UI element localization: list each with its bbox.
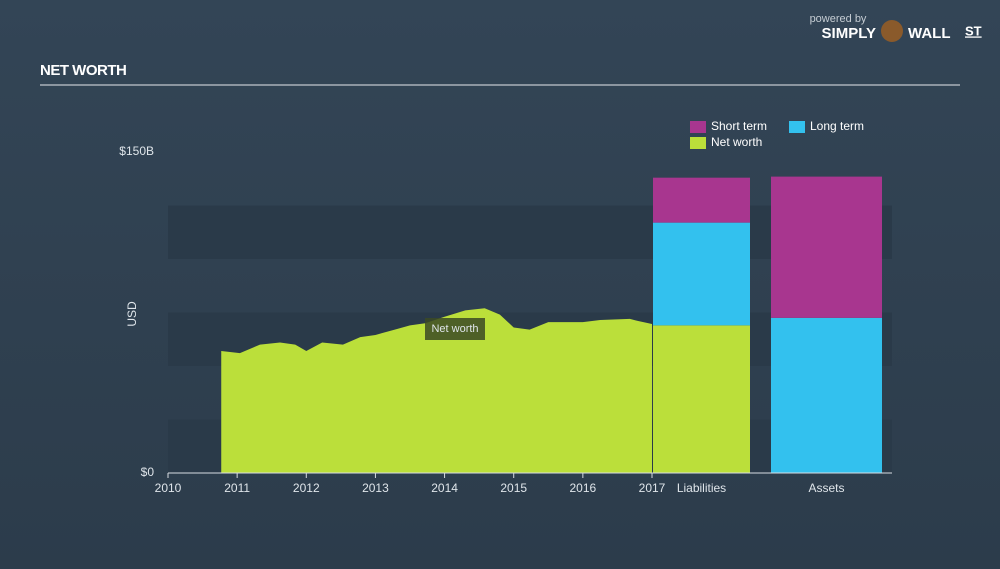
- x-tick-label: 2011: [224, 481, 250, 495]
- brand-name: WALL: [908, 25, 951, 42]
- y-axis-label: USD: [125, 301, 139, 327]
- legend-label: Net worth: [711, 135, 762, 149]
- y-tick-label: $0: [141, 465, 155, 479]
- bar-segment: [653, 325, 750, 473]
- bar-segment: [653, 177, 750, 223]
- x-category-label: Liabilities: [677, 481, 726, 495]
- legend-swatch: [690, 121, 706, 133]
- x-tick-label: 2013: [362, 481, 389, 495]
- legend-label: Short term: [711, 119, 767, 133]
- bar-segment: [653, 222, 750, 326]
- bar-segment: [771, 176, 882, 318]
- brand-name: SIMPLY: [822, 25, 876, 42]
- x-tick-label: 2015: [500, 481, 527, 495]
- legend-swatch: [690, 137, 706, 149]
- legend-swatch: [789, 121, 805, 133]
- x-tick-label: 2014: [431, 481, 458, 495]
- x-tick-label: 2010: [155, 481, 182, 495]
- bar-segment: [771, 317, 882, 473]
- x-category-label: Assets: [808, 481, 844, 495]
- net-worth-area: [221, 308, 653, 473]
- annotation: Net worth: [431, 323, 478, 335]
- legend-label: Long term: [810, 119, 864, 133]
- x-tick-label: 2017: [639, 481, 666, 495]
- chart-title: NET WORTH: [40, 62, 126, 79]
- annotation-box: [425, 318, 485, 340]
- brand-suffix: ST: [965, 23, 982, 38]
- powered-by: powered by: [810, 13, 867, 25]
- x-tick-label: 2012: [293, 481, 320, 495]
- y-tick-label: $150B: [119, 144, 154, 158]
- x-tick-label: 2016: [570, 481, 597, 495]
- brand-icon: [881, 20, 903, 42]
